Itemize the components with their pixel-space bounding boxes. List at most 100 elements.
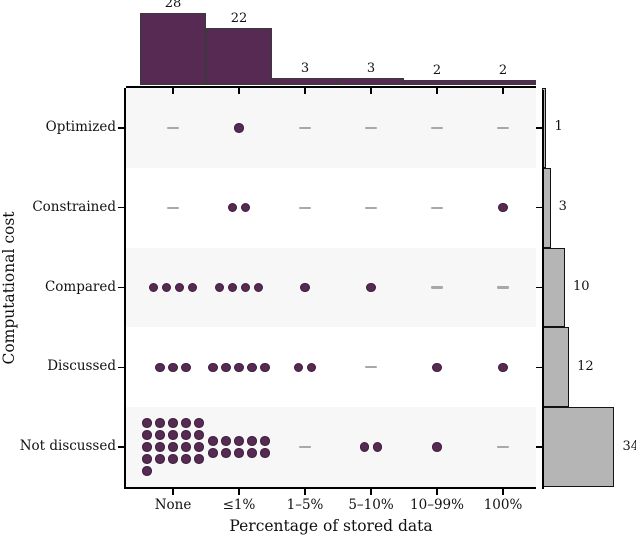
data-dot bbox=[240, 282, 251, 293]
data-dot bbox=[155, 430, 165, 440]
right-axis-line bbox=[542, 90, 545, 489]
x-tick-label: 5–10% bbox=[348, 497, 394, 513]
data-dot bbox=[148, 282, 159, 293]
top-bar-count: 22 bbox=[230, 11, 248, 27]
data-dot bbox=[155, 454, 165, 464]
data-dot bbox=[181, 362, 191, 373]
zero-dash bbox=[431, 286, 443, 289]
data-dot bbox=[498, 362, 508, 373]
data-dot bbox=[181, 430, 191, 440]
right-axis-tick bbox=[536, 446, 542, 448]
y-axis-tick bbox=[117, 366, 124, 369]
data-dot bbox=[168, 418, 178, 428]
data-dot bbox=[306, 362, 317, 373]
x-axis-tick bbox=[370, 489, 372, 495]
data-dot bbox=[155, 442, 165, 452]
y-axis-tick bbox=[117, 127, 124, 129]
y-axis-tick bbox=[117, 446, 124, 448]
right-bar-count: 34 bbox=[622, 438, 636, 454]
row-band bbox=[126, 167, 536, 248]
x-axis-tick bbox=[436, 489, 438, 495]
zero-dash bbox=[431, 206, 443, 209]
data-dot bbox=[168, 454, 178, 464]
data-dot bbox=[142, 430, 152, 440]
top-histogram-bar bbox=[338, 77, 404, 86]
data-dot bbox=[300, 282, 310, 293]
data-dot bbox=[221, 362, 231, 373]
bottom-axis-line bbox=[123, 487, 536, 489]
data-dot bbox=[161, 282, 172, 293]
top-axis-tick bbox=[304, 88, 306, 94]
top-histogram-bar bbox=[206, 28, 272, 86]
y-tick-label: Compared bbox=[44, 278, 116, 295]
data-dot bbox=[194, 418, 204, 428]
right-bar-count: 3 bbox=[558, 199, 567, 215]
data-dot bbox=[194, 442, 204, 452]
right-histogram-bar bbox=[542, 327, 570, 408]
x-tick-label: None bbox=[154, 497, 192, 513]
data-dot bbox=[194, 454, 204, 464]
data-dot bbox=[208, 362, 218, 373]
zero-dash bbox=[497, 126, 509, 130]
x-axis-tick bbox=[502, 489, 504, 495]
data-dot bbox=[168, 442, 178, 452]
data-dot bbox=[142, 454, 152, 464]
top-bar-count: 28 bbox=[164, 0, 182, 11]
data-dot bbox=[187, 282, 198, 293]
data-dot bbox=[155, 362, 165, 373]
zero-dash bbox=[299, 126, 311, 130]
data-dot bbox=[234, 448, 244, 458]
y-tick-label: Constrained bbox=[32, 198, 116, 215]
data-dot bbox=[227, 282, 238, 293]
top-axis-tick bbox=[370, 88, 372, 94]
top-histogram-bar bbox=[404, 80, 470, 86]
zero-dash bbox=[365, 206, 377, 209]
data-dot bbox=[168, 362, 178, 373]
top-bar-count: 3 bbox=[366, 60, 376, 76]
data-dot bbox=[181, 442, 191, 452]
right-bar-count: 1 bbox=[554, 119, 563, 135]
right-bar-count: 10 bbox=[573, 279, 590, 294]
right-histogram-bar bbox=[542, 247, 565, 328]
data-dot bbox=[208, 448, 218, 458]
zero-dash bbox=[167, 206, 179, 209]
data-dot bbox=[260, 436, 270, 446]
row-band bbox=[126, 88, 536, 168]
data-dot bbox=[234, 362, 244, 373]
data-dot bbox=[247, 436, 257, 446]
x-tick-label: 100% bbox=[483, 497, 523, 513]
data-dot bbox=[221, 436, 231, 446]
y-tick-label: Not discussed bbox=[19, 438, 116, 455]
top-axis-tick bbox=[172, 88, 174, 94]
top-bar-count: 2 bbox=[432, 63, 442, 79]
data-dot bbox=[142, 466, 152, 476]
y-axis-tick bbox=[117, 206, 124, 209]
data-dot bbox=[260, 362, 270, 373]
x-tick-label: 1–5% bbox=[286, 497, 324, 513]
data-dot bbox=[247, 448, 257, 458]
data-dot bbox=[168, 430, 178, 440]
zero-dash bbox=[299, 206, 311, 209]
data-dot bbox=[498, 202, 508, 213]
data-dot bbox=[247, 362, 257, 373]
x-axis-tick bbox=[304, 489, 306, 495]
x-axis-tick bbox=[238, 489, 240, 495]
y-tick-label: Optimized bbox=[45, 118, 116, 135]
top-histogram-bar bbox=[140, 12, 206, 86]
right-axis-tick bbox=[536, 206, 542, 209]
top-axis-tick bbox=[436, 88, 438, 94]
top-histogram-bar bbox=[272, 77, 338, 86]
zero-dash bbox=[497, 286, 509, 289]
data-dot bbox=[208, 436, 218, 446]
zero-dash bbox=[167, 126, 179, 130]
x-axis-label: Percentage of stored data bbox=[229, 517, 433, 535]
row-band bbox=[126, 327, 536, 408]
data-dot bbox=[240, 202, 251, 213]
data-dot bbox=[432, 442, 442, 452]
data-dot bbox=[214, 282, 225, 293]
data-dot bbox=[227, 202, 238, 213]
data-dot bbox=[372, 442, 383, 452]
data-dot bbox=[142, 418, 152, 428]
data-dot bbox=[181, 454, 191, 464]
